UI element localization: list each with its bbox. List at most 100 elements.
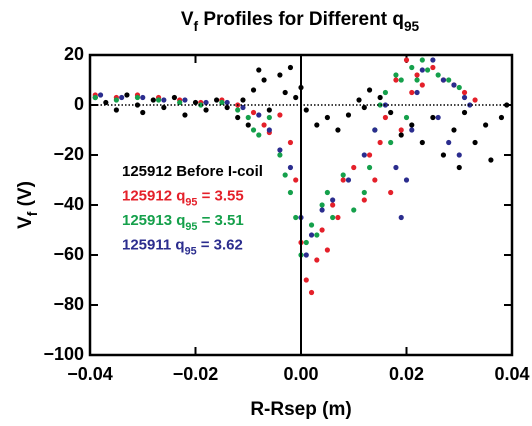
y-tick-label: −40 <box>53 194 84 214</box>
data-point <box>282 89 288 96</box>
data-point <box>277 112 283 118</box>
data-point <box>461 89 468 96</box>
data-point <box>324 114 330 121</box>
data-point <box>446 77 452 83</box>
data-point <box>134 94 141 101</box>
y-tick-label: −20 <box>53 144 84 164</box>
data-point <box>425 67 431 73</box>
data-point <box>393 77 399 83</box>
data-point <box>414 89 420 96</box>
data-point <box>277 72 283 78</box>
data-point <box>351 164 357 171</box>
data-point <box>377 139 383 146</box>
data-point <box>235 114 241 121</box>
data-point <box>393 72 399 78</box>
data-point <box>356 97 362 103</box>
data-point <box>314 232 320 238</box>
legend-entry: 125912 Before I-coil <box>122 163 263 180</box>
subscript: 95 <box>404 19 420 34</box>
legend-entry: 125911 q95 = 3.62 <box>122 236 243 257</box>
data-point <box>335 214 341 221</box>
data-point <box>435 72 441 78</box>
data-point <box>435 114 441 121</box>
data-point <box>150 97 156 103</box>
data-point <box>203 99 209 106</box>
data-point <box>498 114 505 121</box>
data-point <box>261 122 267 128</box>
data-point <box>97 92 104 98</box>
data-point <box>113 97 119 103</box>
data-point <box>266 114 272 121</box>
y-tick-label: −100 <box>43 344 84 364</box>
data-point <box>240 104 246 111</box>
data-point <box>388 189 394 196</box>
data-point <box>372 127 378 133</box>
data-point <box>377 102 383 108</box>
data-point <box>430 114 436 121</box>
subscript: f <box>25 211 40 216</box>
data-point <box>456 84 462 91</box>
data-point <box>409 89 415 96</box>
data-point <box>361 189 367 196</box>
data-point <box>398 127 404 133</box>
data-point <box>451 82 457 88</box>
data-point <box>398 214 404 221</box>
data-point <box>430 57 436 63</box>
data-point <box>134 102 141 108</box>
data-point <box>461 109 468 116</box>
data-point <box>393 164 399 171</box>
data-point <box>446 139 452 146</box>
subscript: f <box>194 19 199 34</box>
data-point <box>340 172 346 178</box>
plot-frame <box>88 53 514 357</box>
data-point <box>488 157 494 163</box>
data-point <box>277 152 283 158</box>
data-point <box>155 97 162 103</box>
data-point <box>161 97 167 103</box>
data-point <box>256 67 262 73</box>
data-point <box>92 94 98 101</box>
data-point <box>456 164 462 171</box>
x-tick-label: −0.02 <box>173 364 219 384</box>
data-point <box>103 99 109 106</box>
y-tick-label: −80 <box>53 294 84 314</box>
data-point <box>388 139 394 146</box>
data-point <box>467 102 473 108</box>
data-point <box>345 177 352 183</box>
data-point <box>440 77 447 83</box>
text-part: V <box>181 9 194 30</box>
x-tick-label: −0.04 <box>67 364 113 384</box>
data-point <box>240 97 246 103</box>
data-point <box>182 97 188 103</box>
data-point <box>214 97 220 103</box>
data-point <box>219 99 225 106</box>
data-point <box>314 257 320 263</box>
data-point <box>140 109 146 116</box>
data-point <box>366 164 373 171</box>
data-point <box>388 109 394 116</box>
legend-entry: 125913 q95 = 3.51 <box>122 212 244 233</box>
data-point <box>235 107 241 113</box>
data-point <box>287 139 294 146</box>
text-part: = 3.55 <box>197 187 243 204</box>
data-point <box>340 177 346 183</box>
text-part: Profiles for Different q <box>198 9 404 30</box>
data-point <box>382 114 388 121</box>
data-point <box>419 57 425 63</box>
x-tick-label: 0.00 <box>283 364 318 384</box>
data-point <box>124 92 130 98</box>
data-point <box>398 77 404 83</box>
text-part: 125912 Before I-coil <box>122 163 263 180</box>
data-point <box>256 112 262 118</box>
text-part: = 3.62 <box>197 236 243 253</box>
data-point <box>287 64 294 71</box>
data-point <box>324 247 330 253</box>
data-point <box>224 99 230 106</box>
x-tick-label: 0.04 <box>494 364 529 384</box>
data-point <box>303 107 309 113</box>
y-tick-label: 20 <box>64 44 84 64</box>
text-part: 125913 q <box>122 212 185 229</box>
data-point <box>430 64 436 71</box>
data-point <box>245 122 251 128</box>
